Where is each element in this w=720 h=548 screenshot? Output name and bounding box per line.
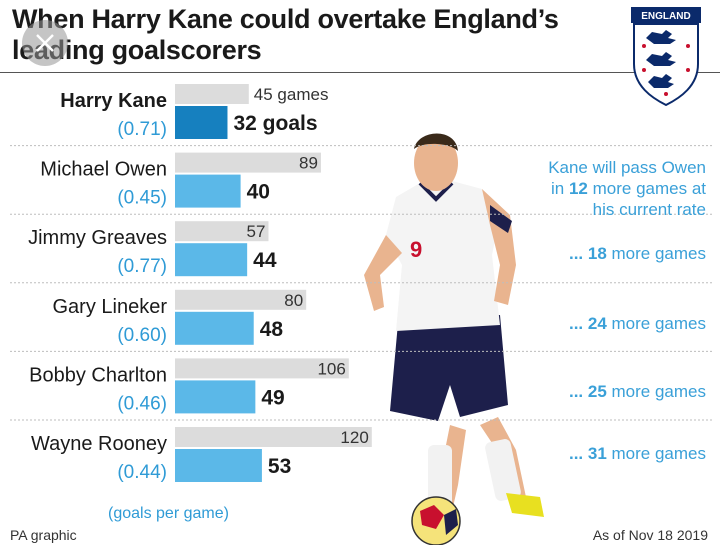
close-button[interactable] bbox=[22, 20, 68, 66]
player-name-label: Jimmy Greaves bbox=[28, 227, 167, 249]
goals-per-game-label: (0.45) bbox=[117, 188, 167, 209]
games-value-label: 89 bbox=[299, 154, 318, 173]
close-icon bbox=[36, 34, 54, 52]
goals-bar bbox=[175, 311, 254, 345]
goals-bar bbox=[175, 106, 228, 139]
games-bar bbox=[175, 221, 269, 242]
owen-annotation-number: 12 bbox=[568, 179, 588, 198]
games-value-label: 80 bbox=[284, 291, 303, 310]
owen-annotation-line1: Kane will pass Owen bbox=[548, 158, 706, 177]
goals-per-game-label: (0.60) bbox=[117, 325, 167, 346]
rate-note: (goals per game) bbox=[108, 505, 229, 522]
goals-value-label: 40 bbox=[247, 181, 270, 204]
games-bar bbox=[175, 358, 349, 379]
player-photo: 9 bbox=[364, 133, 544, 545]
goals-per-game-label: (0.46) bbox=[117, 393, 167, 414]
goals-per-game-label: (0.77) bbox=[117, 256, 167, 277]
owen-annotation-line3: his current rate bbox=[592, 200, 706, 219]
title-rule bbox=[0, 72, 720, 73]
source-credit: PA graphic bbox=[10, 527, 77, 543]
goals-per-game-label: (0.71) bbox=[117, 119, 167, 140]
games-bar bbox=[175, 152, 321, 173]
games-bar bbox=[175, 84, 249, 104]
games-value-label: 45 games bbox=[254, 85, 329, 104]
more-games-lineker: ... 24 more games bbox=[568, 314, 706, 333]
goals-value-label: 53 bbox=[268, 455, 291, 478]
player-name-label: Harry Kane bbox=[60, 90, 167, 112]
goals-value-label: 44 bbox=[253, 249, 277, 272]
more-games-charlton: ... 25 more games bbox=[568, 382, 706, 401]
goals-bar bbox=[175, 380, 256, 414]
goals-bar bbox=[175, 174, 241, 208]
owen-annotation-line2: in 12 more games at bbox=[551, 179, 706, 198]
more-games-rooney: ... 31 more games bbox=[568, 444, 706, 463]
games-value-label: 57 bbox=[247, 222, 266, 241]
goals-value-label: 49 bbox=[261, 386, 284, 409]
chart-title: When Harry Kane could overtake England’s… bbox=[12, 4, 559, 65]
goals-bar bbox=[175, 243, 248, 277]
player-name-label: Bobby Charlton bbox=[29, 364, 167, 386]
player-name-label: Wayne Rooney bbox=[31, 433, 167, 455]
goals-value-label: 48 bbox=[260, 318, 284, 341]
england-crest-icon: ENGLAND bbox=[631, 7, 701, 106]
player-name-label: Michael Owen bbox=[40, 159, 167, 181]
player-name-label: Gary Lineker bbox=[53, 296, 168, 318]
goals-per-game-label: (0.44) bbox=[117, 462, 167, 483]
badge-label: ENGLAND bbox=[641, 11, 690, 22]
owen-annotation: Kane will pass Owen in 12 more games at … bbox=[548, 157, 706, 220]
goals-bar bbox=[175, 449, 262, 482]
date-note: As of Nov 18 2019 bbox=[592, 527, 708, 543]
games-bar bbox=[175, 289, 307, 310]
shirt-number: 9 bbox=[410, 237, 422, 262]
goals-value-label: 32 goals bbox=[233, 112, 317, 135]
more-games-greaves: ... 18 more games bbox=[568, 244, 706, 263]
